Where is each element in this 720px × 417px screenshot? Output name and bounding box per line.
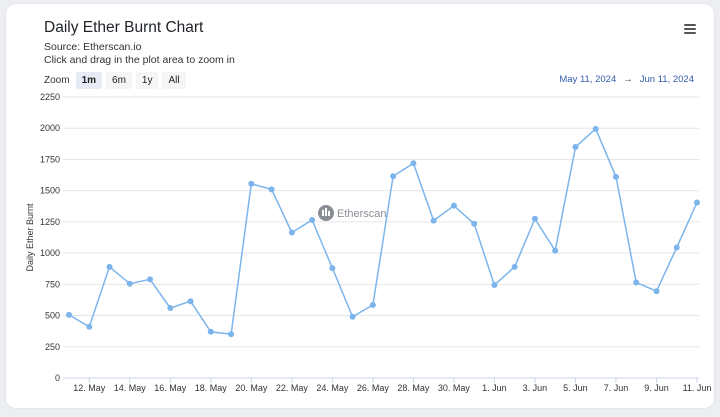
data-point[interactable] [694, 199, 700, 206]
grid-lines [63, 96, 699, 379]
data-point[interactable] [592, 125, 599, 132]
series-line [68, 127, 698, 336]
data-point[interactable] [612, 173, 619, 180]
y-tick-label: 500 [45, 311, 60, 321]
x-tick-label: 3. Jun [523, 383, 548, 393]
x-tick-label: 12. May [73, 383, 106, 393]
range-to[interactable]: Jun 11, 2024 [639, 74, 694, 85]
x-tick-label: 22. May [276, 383, 309, 393]
x-tick-label: 20. May [235, 383, 268, 393]
y-tick-label: 250 [45, 342, 60, 352]
data-point[interactable] [309, 217, 316, 224]
x-tick-label: 1. Jun [482, 383, 507, 393]
data-point[interactable] [268, 186, 275, 193]
data-point[interactable] [430, 217, 437, 224]
zoom-label: Zoom [44, 75, 70, 86]
data-point[interactable] [531, 215, 538, 222]
data-point[interactable] [187, 298, 194, 305]
data-point[interactable] [106, 263, 113, 270]
data-point[interactable] [653, 288, 660, 295]
series-markers [66, 125, 700, 338]
data-point[interactable] [390, 173, 397, 180]
x-tick-label: 16. May [154, 383, 187, 393]
source-text: Source: Etherscan.io [44, 41, 142, 53]
x-tick-label: 26. May [357, 383, 390, 393]
data-point[interactable] [329, 265, 336, 272]
y-tick-label: 2250 [40, 92, 60, 102]
data-point[interactable] [66, 311, 72, 318]
data-point[interactable] [491, 281, 498, 288]
data-point[interactable] [410, 160, 417, 167]
y-tick-label: 1250 [40, 217, 60, 227]
data-point[interactable] [450, 202, 457, 209]
chart-card: Daily Ether Burnt Chart Source: Ethersca… [6, 4, 714, 408]
y-axis-label: Daily Ether Burnt [25, 203, 35, 272]
x-tick-label: 18. May [195, 383, 228, 393]
zoom-hint: Click and drag in the plot area to zoom … [44, 54, 235, 66]
range-from[interactable]: May 11, 2024 [559, 74, 617, 85]
chart-title: Daily Ether Burnt Chart [44, 19, 204, 36]
hamburger-menu-icon[interactable] [684, 24, 696, 36]
data-point[interactable] [552, 247, 559, 254]
zoom-selector: Zoom 1m 6m 1y All [44, 72, 186, 89]
y-tick-label: 1500 [40, 186, 60, 196]
watermark: Etherscan [318, 205, 387, 221]
data-point[interactable] [572, 143, 579, 150]
data-point[interactable] [349, 313, 356, 320]
zoom-6m-button[interactable]: 6m [106, 72, 132, 89]
x-tick-label: 7. Jun [604, 383, 629, 393]
y-tick-label: 1000 [40, 248, 60, 258]
data-point[interactable] [471, 220, 478, 227]
date-range: May 11, 2024 → Jun 11, 2024 [559, 74, 694, 85]
data-point[interactable] [86, 323, 93, 330]
x-tick-label: 5. Jun [563, 383, 588, 393]
data-point[interactable] [288, 229, 295, 236]
chart-subtitle: Source: Etherscan.io Click and drag in t… [44, 41, 235, 67]
data-point[interactable] [147, 276, 154, 283]
y-axis: 0 250 500 750 1000 1250 1500 1750 2000 2250 [40, 92, 60, 383]
watermark-text: Etherscan [337, 208, 387, 220]
data-point[interactable] [126, 280, 133, 287]
x-tick-label: 11. Jun [683, 383, 712, 393]
data-point[interactable] [633, 279, 640, 286]
zoom-all-button[interactable]: All [162, 72, 186, 89]
data-point[interactable] [228, 331, 235, 338]
x-tick-label: 9. Jun [644, 383, 669, 393]
data-point[interactable] [207, 328, 214, 335]
x-tick-label: 30. May [438, 383, 471, 393]
y-tick-label: 750 [45, 279, 60, 289]
x-tick-label: 24. May [316, 383, 349, 393]
y-tick-label: 1750 [40, 154, 60, 164]
y-tick-label: 0 [55, 373, 60, 383]
data-point[interactable] [511, 263, 518, 270]
data-point[interactable] [167, 305, 174, 312]
data-point[interactable] [369, 301, 376, 308]
data-point[interactable] [248, 180, 255, 187]
zoom-1y-button[interactable]: 1y [135, 72, 159, 89]
range-arrow-icon: → [623, 74, 633, 85]
x-axis: 12. May 14. May 16. May 18. May 20. May 22. M… [73, 378, 711, 393]
y-tick-label: 2000 [40, 123, 60, 133]
zoom-1m-button[interactable]: 1m [75, 72, 103, 89]
x-tick-label: 28. May [397, 383, 430, 393]
data-point[interactable] [673, 244, 680, 251]
x-tick-label: 14. May [114, 383, 147, 393]
